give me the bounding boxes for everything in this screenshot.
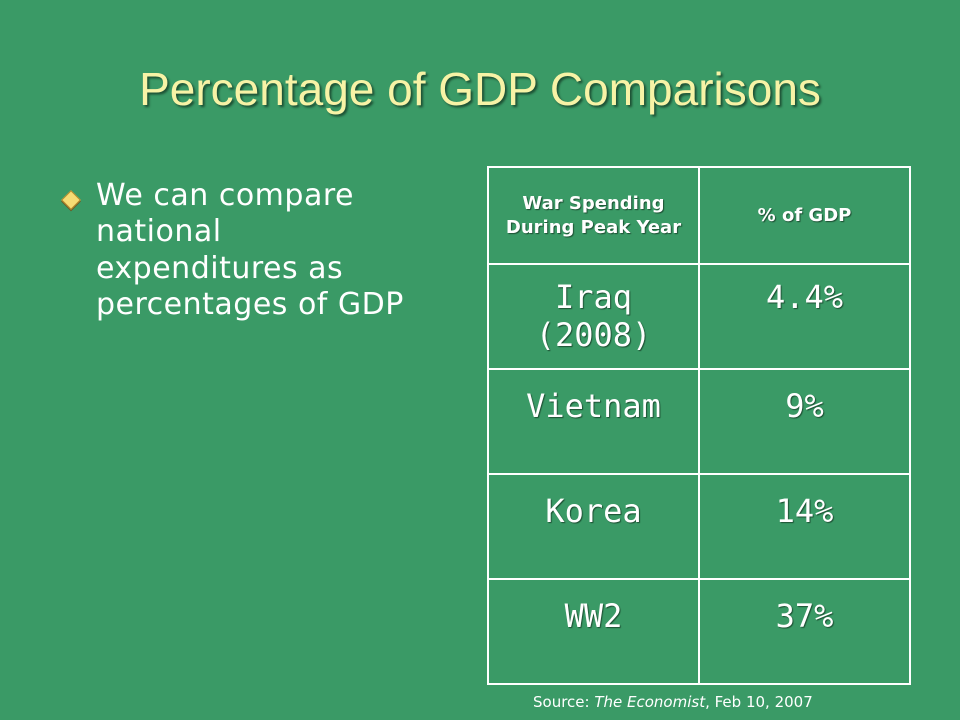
table-row: WW2 37% — [487, 578, 911, 685]
war-cell: WW2 — [487, 578, 700, 685]
war-cell: Korea — [487, 473, 700, 580]
source-publication: The Economist — [594, 693, 706, 711]
war-cell: Vietnam — [487, 368, 700, 475]
percent-cell: 14% — [698, 473, 911, 580]
slide-title: Percentage of GDP Comparisons — [139, 63, 821, 115]
table-row: Vietnam 9% — [487, 368, 911, 475]
percent-cell: 9% — [698, 368, 911, 475]
source-prefix: Source: — [533, 693, 595, 711]
bullet-text: We can compare national expenditures as … — [96, 178, 404, 322]
table-row: Iraq (2008) 4.4% — [487, 263, 911, 370]
war-cell: Iraq (2008) — [487, 263, 700, 370]
column-header-war-spending: War Spending During Peak Year — [487, 166, 700, 265]
gdp-comparison-table: War Spending During Peak Year % of GDP I… — [487, 166, 911, 685]
source-date: , Feb 10, 2007 — [705, 693, 813, 711]
percent-cell: 37% — [698, 578, 911, 685]
source-citation: Source: The Economist, Feb 10, 2007 — [533, 693, 813, 711]
percent-cell: 4.4% — [698, 263, 911, 370]
diamond-bullet-icon — [61, 190, 81, 210]
table-header-row: War Spending During Peak Year % of GDP — [487, 166, 911, 265]
table-row: Korea 14% — [487, 473, 911, 580]
bullet-point: We can compare national expenditures as … — [60, 178, 430, 323]
column-header-percent-gdp: % of GDP — [698, 166, 911, 265]
